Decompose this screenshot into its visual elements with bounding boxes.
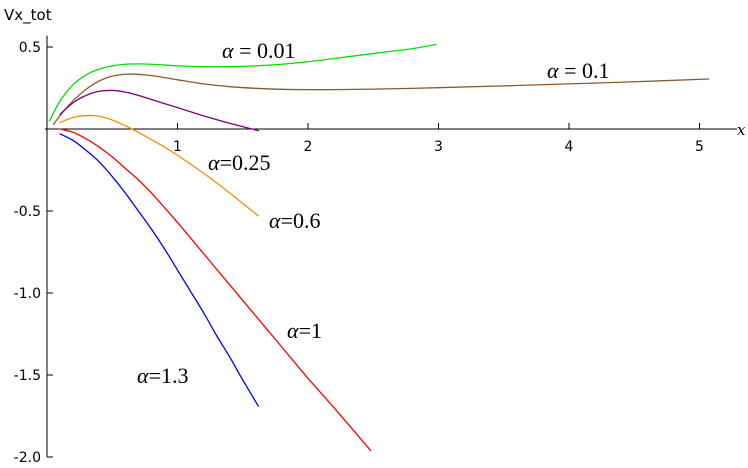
series-line-alpha-1 [59, 128, 372, 452]
axes: Vx_tot x [4, 6, 746, 457]
y-tick-label: -1.5 [14, 368, 41, 384]
series-line-alpha-0-1 [52, 73, 710, 125]
ticks: 1 2 3 4 5 0.5 -0.5 -1.0 -1.5 -2.0 [14, 40, 704, 466]
x-tick-label: 4 [565, 139, 574, 155]
series-line-alpha-0-6 [59, 114, 260, 217]
x-axis-title: x [737, 121, 746, 139]
series-label-alpha-0-25: α=0.25 [208, 150, 270, 175]
y-tick-label: -2.0 [14, 450, 41, 466]
series-label-alpha-0-1: α = 0.1 [547, 58, 609, 83]
x-tick-label: 1 [173, 139, 182, 155]
series-curves [48, 43, 710, 452]
y-tick-label: -0.5 [14, 204, 41, 220]
series-label-alpha-0-6: α=0.6 [269, 208, 320, 233]
series-line-alpha-1-3 [59, 133, 260, 407]
series-label-alpha-0-01: α = 0.01 [222, 38, 295, 63]
x-tick-label: 2 [304, 139, 313, 155]
series-line-alpha-0-01 [48, 43, 437, 122]
series-line-alpha-0-25 [59, 89, 260, 132]
x-tick-label: 3 [434, 139, 443, 155]
series-label-alpha-1: α=1 [287, 318, 322, 343]
series-label-alpha-1-3: α=1.3 [137, 363, 188, 388]
y-tick-label: 0.5 [19, 40, 41, 56]
y-axis-title: Vx_tot [4, 6, 52, 25]
x-tick-label: 5 [695, 139, 704, 155]
series-labels: α = 0.01 α = 0.1 α=0.25 α=0.6 α=1 α=1.3 [137, 38, 609, 388]
y-tick-label: -1.0 [14, 286, 41, 302]
